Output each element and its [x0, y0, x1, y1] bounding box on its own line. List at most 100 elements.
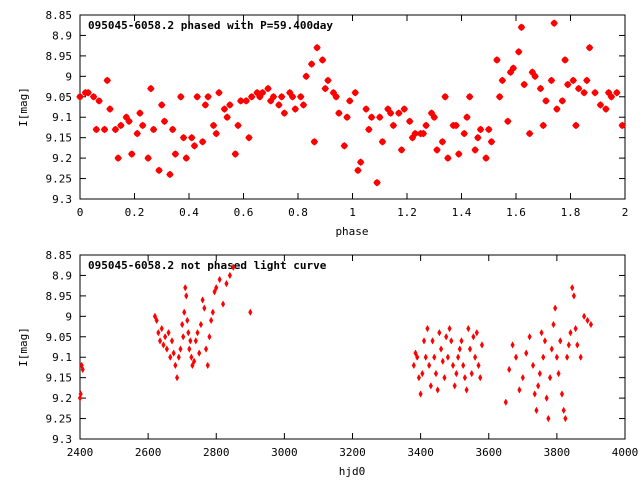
- unphased-data-point: [205, 361, 210, 370]
- phased-data-point: [201, 101, 210, 109]
- unphased-data-point: [478, 373, 483, 382]
- phased-data-point: [307, 60, 316, 68]
- phased-data-point: [332, 93, 340, 101]
- unphased-data-point: [192, 357, 197, 366]
- phased-data-point: [103, 76, 111, 85]
- unphased-data-point: [220, 300, 226, 308]
- unphased-x-tick-label: 3400: [407, 446, 434, 459]
- phased-data-point: [114, 154, 122, 162]
- unphased-data-point: [452, 382, 457, 390]
- unphased-data-point: [423, 353, 428, 361]
- unphased-x-ticks: 2400 2600 2800 3000 3200 3400 3600 3800 4000: [67, 255, 638, 459]
- phased-y-tick-label: 8.9: [52, 29, 72, 42]
- unphased-data-point: [578, 353, 583, 361]
- phased-y-tick-label: 9.25: [46, 173, 73, 186]
- unphased-plot-frame: [79, 254, 626, 440]
- phased-data-point: [422, 121, 430, 130]
- phased-data-point: [168, 125, 177, 134]
- unphased-data-point: [456, 353, 461, 361]
- unphased-data-point: [185, 316, 190, 325]
- phased-data-point: [149, 125, 158, 134]
- unphased-x-axis-label: hjd0: [339, 465, 366, 478]
- unphased-data-point: [457, 345, 462, 353]
- unphased-data-point: [231, 263, 236, 271]
- unphased-data-point: [561, 406, 566, 415]
- unphased-data-point: [164, 345, 169, 353]
- phased-data-point: [226, 101, 234, 109]
- phased-data-point: [310, 138, 319, 146]
- unphased-data-point: [173, 361, 178, 370]
- unphased-data-point: [169, 337, 175, 345]
- phased-data-point: [321, 84, 329, 93]
- phased-data-point: [288, 93, 297, 101]
- phased-data-point: [231, 150, 239, 158]
- phased-data-point: [155, 166, 163, 175]
- unphased-data-point: [442, 373, 447, 382]
- phased-data-point: [188, 133, 196, 142]
- unphased-data-point: [203, 345, 209, 353]
- unphased-data-point: [157, 337, 163, 345]
- unphased-data-point: [193, 337, 198, 345]
- phased-data-point: [193, 93, 201, 101]
- unphased-data-point: [224, 279, 229, 288]
- unphased-data-point: [565, 353, 570, 361]
- phased-data-point: [419, 129, 428, 138]
- unphased-data-point: [459, 337, 464, 345]
- unphased-y-tick-label: 9.05: [46, 331, 73, 344]
- phased-data-point: [95, 97, 103, 105]
- unphased-data-point: [585, 316, 590, 325]
- unphased-data-point: [527, 333, 532, 341]
- unphased-data-point: [200, 296, 205, 304]
- phased-data-point: [220, 105, 229, 113]
- unphased-data-point: [474, 328, 479, 337]
- phased-data-point: [248, 93, 256, 101]
- phased-data-point: [561, 56, 569, 64]
- phased-data-point: [460, 129, 468, 138]
- phased-data-point: [574, 84, 583, 93]
- unphased-data-point: [588, 320, 594, 329]
- phased-data-point: [397, 146, 406, 154]
- unphased-y-tick-label: 9.15: [46, 372, 73, 385]
- phased-data-point: [179, 133, 188, 142]
- phased-data-point: [580, 89, 588, 97]
- phased-data-point: [438, 138, 447, 146]
- phased-data-point: [343, 113, 351, 121]
- unphased-y-tick-label: 8.85: [46, 249, 73, 262]
- unphased-data-point: [445, 353, 450, 361]
- phased-data-point: [386, 109, 395, 117]
- unphased-data-point: [432, 353, 437, 361]
- phased-data-point: [136, 109, 144, 117]
- unphased-data-point: [563, 414, 568, 423]
- phased-data-point: [474, 133, 482, 142]
- unphased-data-point: [248, 308, 253, 316]
- unphased-data-point: [546, 414, 551, 423]
- phased-data-point: [76, 93, 84, 101]
- unphased-data-points: [77, 263, 594, 423]
- phased-data-point: [335, 109, 343, 117]
- unphased-data-point: [174, 373, 180, 382]
- unphased-chart-title: 095045-6058.2 not phased light curve: [88, 259, 327, 272]
- phased-data-point: [504, 117, 512, 125]
- unphased-data-point: [462, 373, 467, 382]
- unphased-data-point: [80, 365, 85, 374]
- unphased-data-point: [566, 341, 571, 349]
- phased-data-point: [209, 121, 218, 130]
- phased-x-tick-label: 1.4: [452, 206, 472, 219]
- unphased-data-point: [437, 328, 442, 337]
- phased-data-point: [553, 105, 561, 113]
- phased-data-point: [525, 129, 534, 138]
- phased-data-point: [395, 109, 403, 117]
- phased-data-point: [147, 84, 155, 93]
- unphased-data-point: [433, 369, 439, 378]
- phased-y-tick-label: 9.3: [52, 193, 72, 206]
- unphased-y-axis-label: I[mag]: [17, 327, 30, 367]
- phased-chart-title: 095045-6058.2 phased with P=59.400day: [88, 19, 333, 32]
- phased-data-point: [517, 23, 526, 31]
- unphased-data-point: [450, 361, 456, 370]
- unphased-x-tick-label: 2400: [67, 446, 94, 459]
- unphased-y-tick-label: 8.95: [46, 290, 73, 303]
- phased-data-point: [128, 150, 136, 158]
- unphased-data-point: [413, 349, 418, 357]
- phased-data-point: [539, 121, 547, 130]
